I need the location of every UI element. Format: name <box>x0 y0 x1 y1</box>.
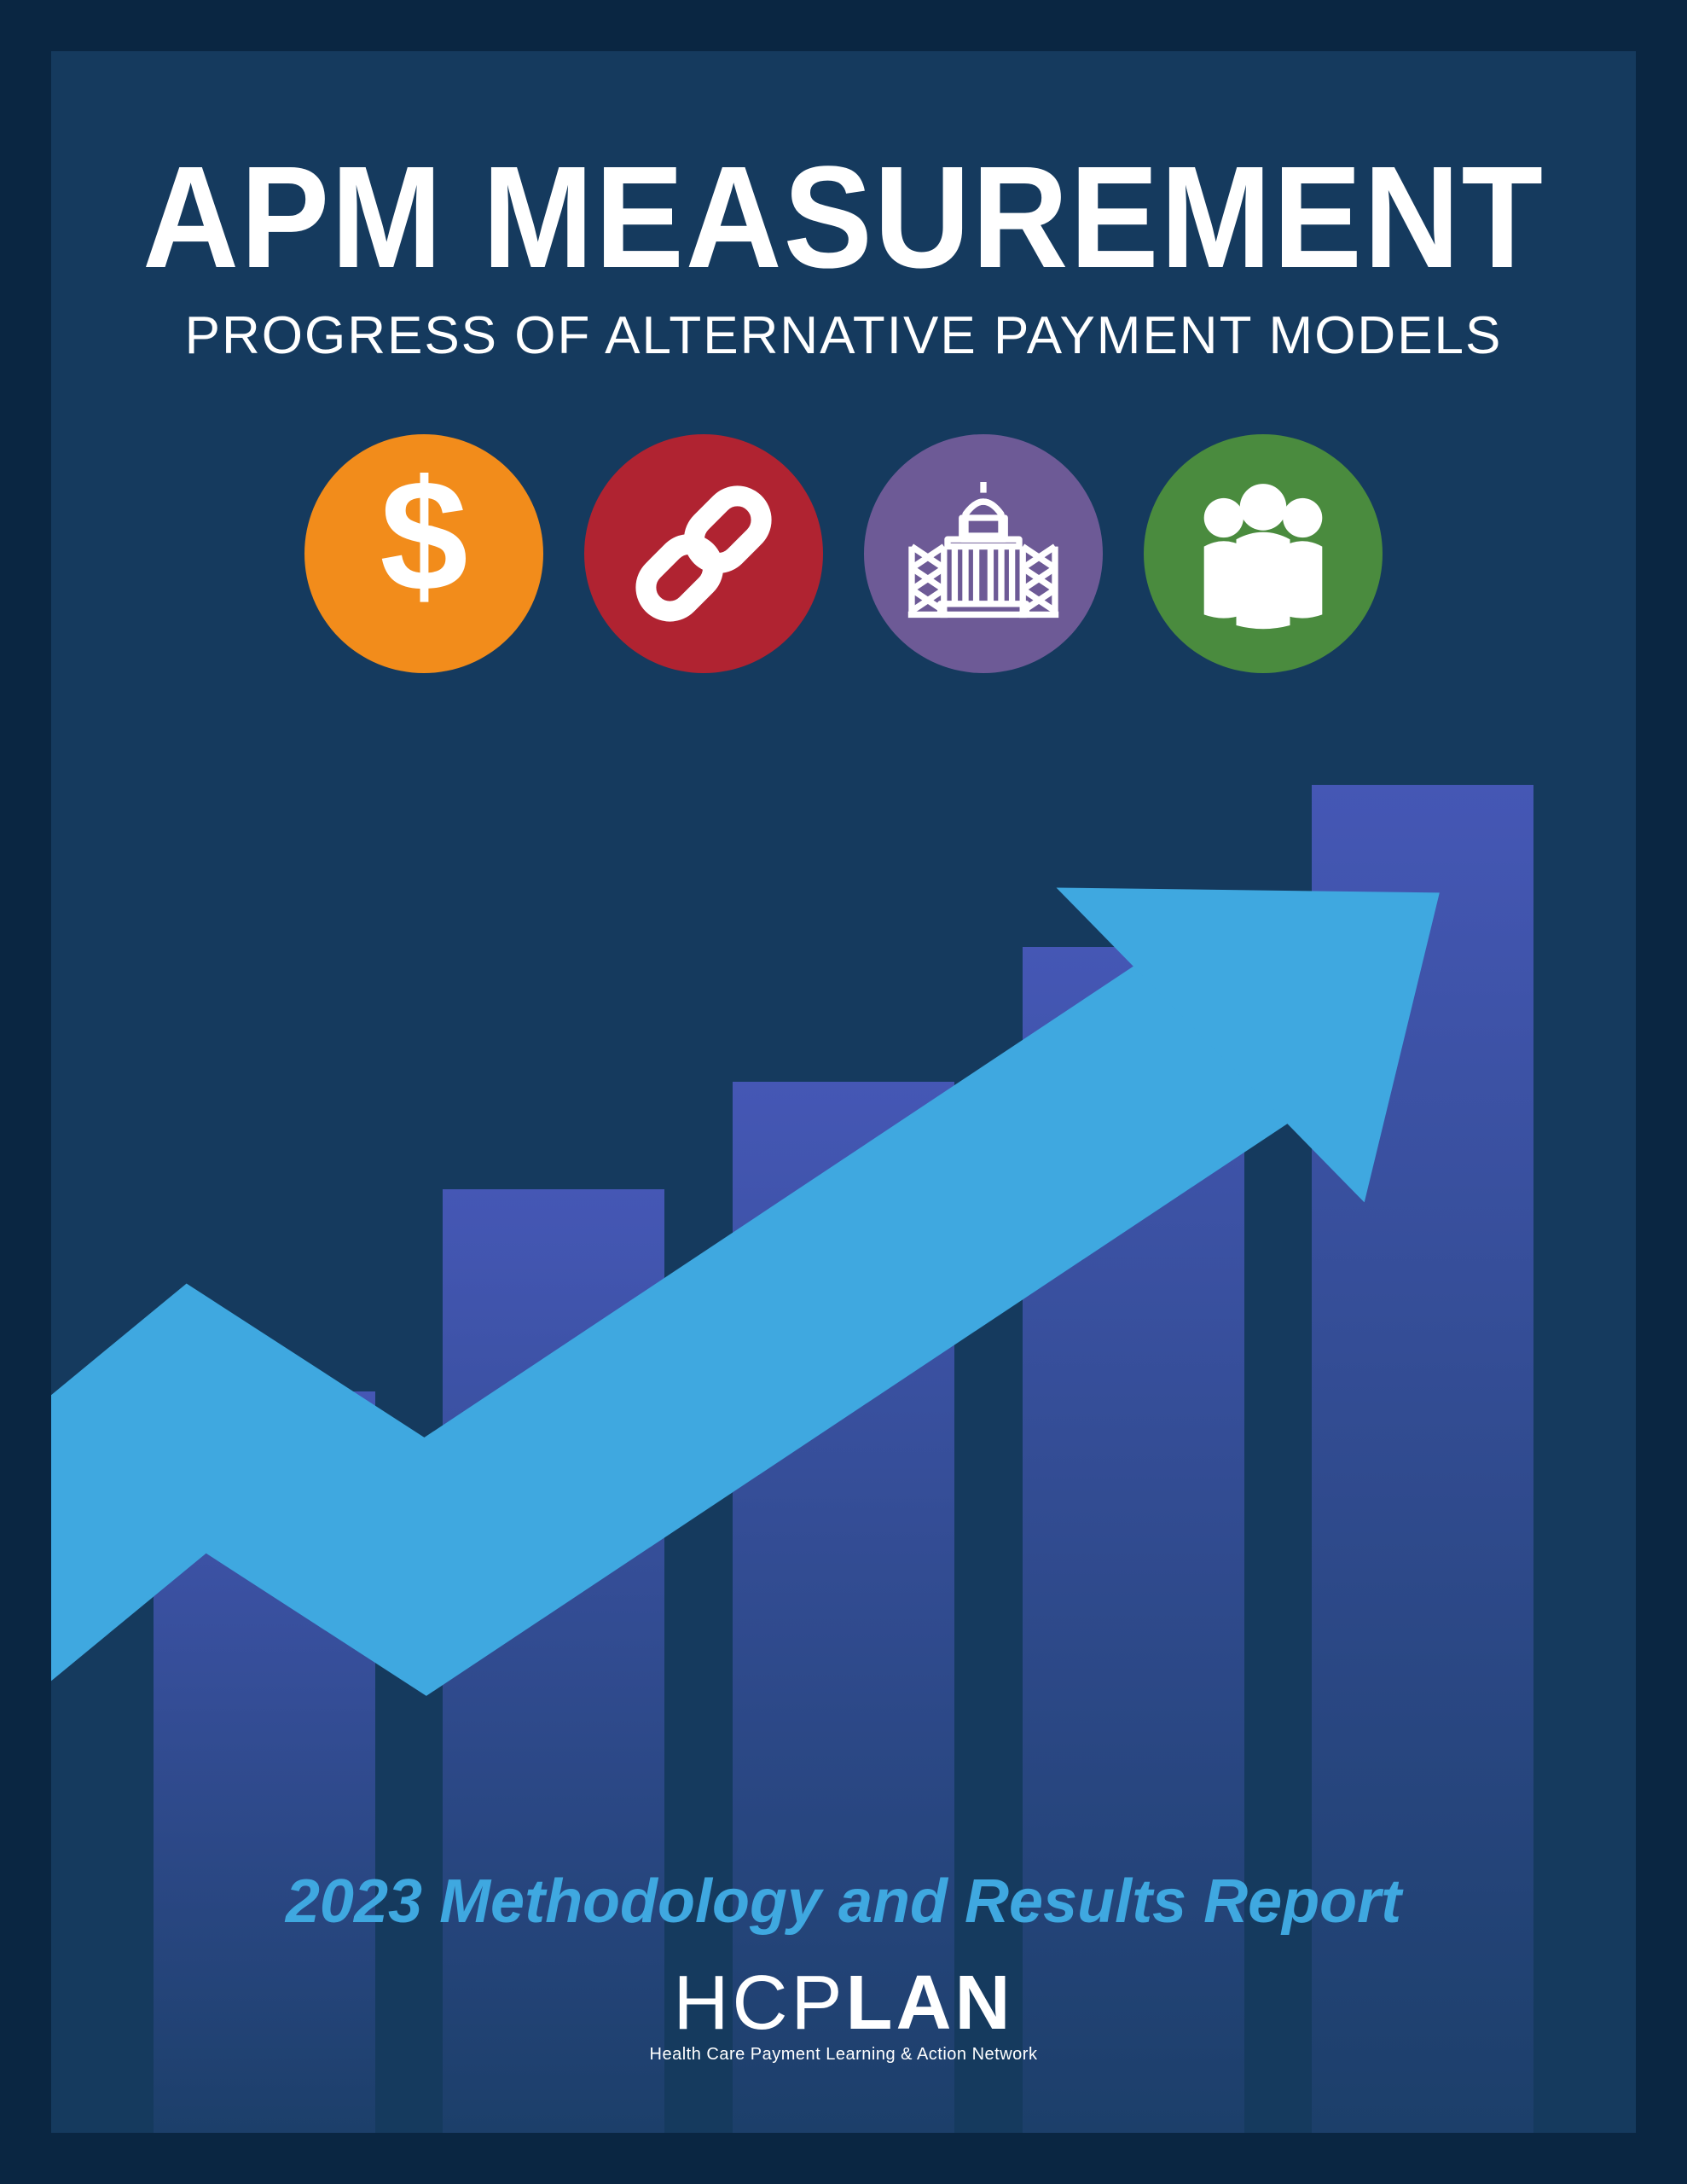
subtitle: PROGRESS OF ALTERNATIVE PAYMENT MODELS <box>51 305 1636 366</box>
logo-bold: LAN <box>846 1960 1014 2046</box>
logo-thin: HCP <box>674 1960 846 2046</box>
report-line: 2023 Methodology and Results Report <box>51 1867 1636 1937</box>
main-title: APM MEASUREMENT <box>114 145 1572 290</box>
svg-text:$: $ <box>380 468 467 624</box>
logo: HCPLAN Health Care Payment Learning & Ac… <box>51 1965 1636 2065</box>
logo-text: HCPLAN <box>51 1965 1636 2042</box>
icon-row: $ <box>51 434 1636 673</box>
logo-tagline: Health Care Payment Learning & Action Ne… <box>51 2045 1636 2065</box>
dollar-icon: $ <box>304 434 543 673</box>
page: APM MEASUREMENT PROGRESS OF ALTERNATIVE … <box>0 0 1687 2184</box>
people-icon <box>1144 434 1383 673</box>
title-block: APM MEASUREMENT PROGRESS OF ALTERNATIVE … <box>51 51 1636 366</box>
capitol-icon <box>864 434 1103 673</box>
link-icon <box>584 434 823 673</box>
cover-panel: APM MEASUREMENT PROGRESS OF ALTERNATIVE … <box>51 51 1636 2133</box>
